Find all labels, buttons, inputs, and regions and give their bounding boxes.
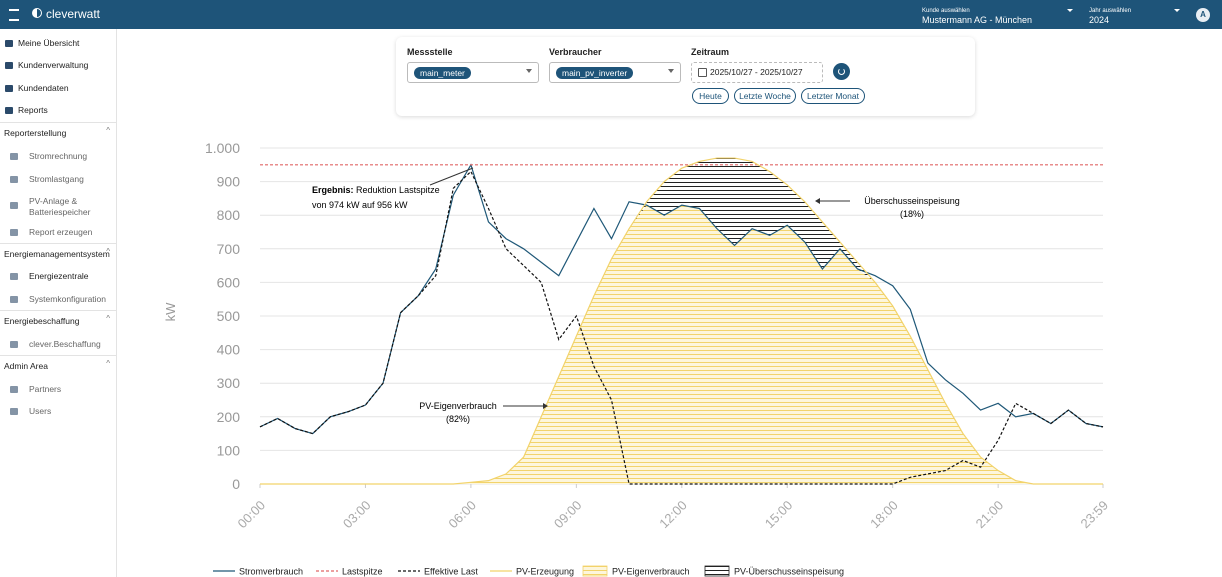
annotation: (18%)	[900, 209, 924, 219]
legend-label: Stromverbrauch	[239, 567, 303, 577]
y-tick-label: 0	[232, 476, 240, 492]
select[interactable]: main_meter	[407, 62, 539, 83]
line	[260, 157, 1103, 485]
annotation: Überschusseinspeisung	[864, 196, 960, 206]
sidebar: Meine Übersicht Kundenverwaltung Kundend…	[0, 29, 117, 577]
arrow	[429, 167, 474, 186]
area	[260, 205, 1103, 484]
nav-item[interactable]: PV-Anlage & Batteriespeicher	[29, 196, 91, 217]
y-tick-label: 300	[217, 375, 241, 391]
year-label: Jahr auswählen	[1089, 8, 1132, 14]
nav-item[interactable]: Report erzeugen	[29, 227, 93, 237]
chart: 0 100 200 300 400 500 600 700 800 900 1.000 00:00 03…	[163, 140, 1112, 577]
filter-card: Messstelle main_meter Verbraucher main_p…	[396, 37, 975, 116]
x-tick-label: 18:00	[867, 498, 901, 532]
arrow-head	[815, 198, 820, 204]
caret	[1174, 9, 1180, 15]
x-tick-label: 15:00	[762, 498, 796, 532]
x-tick-label: 06:00	[445, 498, 479, 532]
annotation: PV-Eigenverbrauch	[419, 401, 497, 411]
legend-label: PV-Überschusseinspeisung	[734, 567, 844, 577]
nav-section[interactable]: Reporterstellung ^	[0, 122, 116, 145]
y-tick-label: 1.000	[205, 140, 240, 156]
field-label: Verbraucher	[549, 47, 602, 57]
nav-item[interactable]: Partners	[29, 384, 62, 394]
annotation-text: Reduktion Lastspitze	[356, 185, 440, 195]
date-range[interactable]: 2025/10/27 - 2025/10/27	[691, 62, 823, 83]
x-tick-label: 21:00	[973, 498, 1007, 532]
chip: main_meter	[414, 67, 471, 79]
y-tick-label: 400	[217, 342, 241, 358]
nav-item[interactable]: Systemkonfiguration	[29, 294, 107, 304]
customer-label: Kunde auswählen	[922, 8, 970, 14]
arrow-head	[543, 403, 548, 409]
quick-button[interactable]: Letzter Monat	[801, 88, 865, 104]
refresh-button[interactable]	[833, 63, 850, 80]
customer-select[interactable]: Mustermann AG - München	[922, 15, 1033, 25]
nav-item[interactable]: Kundendaten	[18, 83, 69, 93]
nav-item[interactable]: clever.Beschaffung	[29, 339, 101, 349]
section-title: Energiemanagementsystem	[4, 249, 110, 259]
legend-label: PV-Eigenverbrauch	[612, 567, 690, 577]
nav-item[interactable]: Stromrechnung	[29, 151, 88, 161]
x-tick-label: 03:00	[340, 498, 374, 532]
quick-button[interactable]: Heute	[692, 88, 729, 104]
annotation: (82%)	[446, 414, 470, 424]
annotation: von 974 kW auf 956 kW	[312, 200, 408, 210]
y-tick-label: 600	[217, 274, 241, 290]
legend-swatch	[582, 565, 608, 577]
y-tick-label: 700	[217, 241, 241, 257]
nav-item[interactable]: Meine Übersicht	[18, 38, 80, 48]
x-tick-label: 00:00	[235, 498, 269, 532]
section-title: Admin Area	[4, 361, 48, 371]
y-tick-label: 200	[217, 409, 241, 425]
nav-item[interactable]: Kundenverwaltung	[18, 60, 89, 70]
legend-label: PV-Erzeugung	[516, 567, 574, 577]
nav-item[interactable]: Energiezentrale	[29, 271, 89, 281]
y-tick-label: 500	[217, 308, 241, 324]
section-title: Reporterstellung	[4, 128, 67, 138]
x-tick-label: 12:00	[656, 498, 690, 532]
top-bar: cleverwatt Kunde auswählen Mustermann AG…	[0, 0, 1222, 29]
legend-label: Effektive Last	[424, 567, 478, 577]
annotation: Ergebnis: Reduktion Lastspitze	[312, 185, 440, 195]
x-tick-label: 09:00	[551, 498, 585, 532]
x-tick-label: 23:59	[1078, 498, 1112, 532]
nav-item[interactable]: Stromlastgang	[29, 174, 84, 184]
nav-section[interactable]: Admin Area ^	[0, 355, 116, 378]
field-label: Messstelle	[407, 47, 453, 57]
nav-section[interactable]: Energiemanagementsystem ^	[0, 243, 116, 266]
menu-icon[interactable]	[9, 9, 19, 21]
date-text: 2025/10/27 - 2025/10/27	[710, 67, 803, 77]
y-tick-label: 800	[217, 207, 241, 223]
line	[259, 170, 1104, 485]
caret	[1067, 9, 1073, 15]
y-axis-label: kW	[163, 302, 178, 322]
chip: main_pv_inverter	[556, 67, 634, 79]
nav-item[interactable]: Reports	[18, 105, 48, 115]
legend-swatch	[704, 565, 730, 577]
logo: cleverwatt	[46, 7, 101, 21]
section-title: Energiebeschaffung	[4, 316, 80, 326]
year-select[interactable]: 2024	[1089, 15, 1110, 25]
quick-button[interactable]: Letzte Woche	[734, 88, 796, 104]
logo-icon	[32, 8, 42, 18]
avatar[interactable]: A	[1196, 8, 1210, 22]
y-tick-label: 900	[217, 174, 241, 190]
field-label: Zeitraum	[691, 47, 730, 57]
legend-label: Lastspitze	[342, 567, 383, 577]
nav-section[interactable]: Energiebeschaffung ^	[0, 310, 116, 333]
y-tick-label: 100	[217, 442, 241, 458]
annotation-label: Ergebnis:	[312, 185, 354, 195]
nav-item[interactable]: Users	[29, 406, 52, 416]
select[interactable]: main_pv_inverter	[549, 62, 681, 83]
